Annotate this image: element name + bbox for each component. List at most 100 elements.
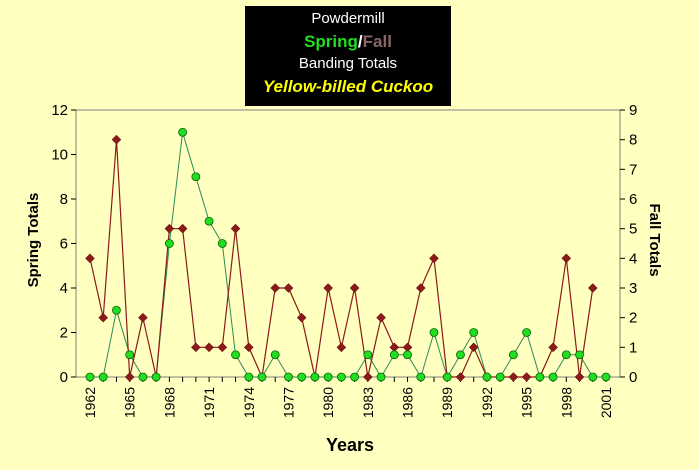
y-left-tick-label: 2 xyxy=(60,325,68,342)
spring-point xyxy=(85,372,95,382)
fall-point xyxy=(468,342,479,353)
spring-point xyxy=(508,350,518,360)
x-tick-label: 1974 xyxy=(241,387,257,418)
fall-point xyxy=(296,312,307,323)
spring-point xyxy=(535,372,545,382)
x-tick-label: 1965 xyxy=(122,387,138,418)
spring-point xyxy=(125,350,135,360)
fall-point xyxy=(217,342,228,353)
spring-point xyxy=(469,328,479,337)
y-left-tick-label: 6 xyxy=(60,236,68,253)
x-tick-label: 1986 xyxy=(400,387,416,418)
spring-point xyxy=(244,372,254,382)
spring-point xyxy=(350,372,360,382)
fall-point xyxy=(230,223,241,234)
spring-point xyxy=(191,172,201,182)
x-tick-label: 1968 xyxy=(161,387,177,418)
fall-point xyxy=(124,372,135,382)
title-seasons: Spring/Fall xyxy=(245,31,451,53)
plot-area xyxy=(75,109,621,378)
spring-point xyxy=(416,372,426,382)
spring-point xyxy=(548,372,558,382)
title-site: Powdermill xyxy=(311,10,385,27)
fall-point xyxy=(349,283,360,293)
fall-point xyxy=(270,283,281,293)
spring-point xyxy=(522,328,532,337)
spring-point xyxy=(98,372,108,382)
fall-point xyxy=(521,372,532,382)
fall-point xyxy=(164,223,175,234)
fall-point xyxy=(415,283,426,293)
spring-point xyxy=(376,372,386,382)
title-banding: Banding Totals xyxy=(298,55,398,72)
spring-point xyxy=(217,239,227,248)
fall-point xyxy=(362,372,373,382)
fall-point xyxy=(138,312,148,323)
spring-point xyxy=(588,372,598,382)
fall-point xyxy=(111,134,122,145)
y-left-tick-label: 10 xyxy=(51,147,68,164)
fall-point xyxy=(508,372,519,382)
spring-point xyxy=(403,350,412,360)
y-right-tick-label: 8 xyxy=(629,132,637,149)
fall-point xyxy=(85,253,95,264)
x-tick-label: 1983 xyxy=(360,387,376,418)
spring-point xyxy=(336,372,346,382)
spring-point xyxy=(138,372,148,382)
fall-point xyxy=(204,342,214,353)
title-species: Yellow-billed Cuckoo xyxy=(262,77,434,96)
x-tick-label: 2001 xyxy=(598,387,614,418)
fall-point xyxy=(548,342,558,353)
spring-point xyxy=(482,372,492,382)
fall-point xyxy=(283,283,294,293)
y-right-tick-label: 9 xyxy=(629,102,637,119)
fall-point xyxy=(323,283,334,293)
y-left-tick-label: 8 xyxy=(60,191,68,208)
fall-point xyxy=(587,283,598,293)
spring-point xyxy=(495,372,505,382)
y-axis-right-label: Fall Totals xyxy=(646,203,663,276)
fall-point xyxy=(98,312,109,323)
y-right-tick-label: 6 xyxy=(629,191,637,208)
spring-point xyxy=(164,239,174,248)
spring-point xyxy=(284,372,293,382)
fall-point xyxy=(336,342,347,353)
spring-point xyxy=(323,372,333,382)
x-tick-label: 1995 xyxy=(519,387,535,418)
x-tick-label: 1971 xyxy=(201,387,217,418)
y-right-tick-label: 0 xyxy=(629,369,637,386)
y-right-tick-label: 1 xyxy=(629,339,637,356)
x-tick-label: 1977 xyxy=(280,387,296,418)
fall-point xyxy=(429,253,439,264)
chart-title-box: Powdermill Spring/Fall Banding Totals Ye… xyxy=(245,6,451,106)
y-left-tick-label: 0 xyxy=(60,369,68,386)
spring-point xyxy=(389,350,399,360)
y-right-tick-label: 5 xyxy=(629,221,637,238)
fall-point xyxy=(455,372,466,382)
y-left-tick-label: 4 xyxy=(60,280,68,297)
spring-point xyxy=(561,350,571,360)
spring-point xyxy=(297,372,307,382)
spring-point xyxy=(204,216,214,226)
x-tick-label: 1989 xyxy=(439,387,455,418)
title-slash: / xyxy=(357,32,363,51)
x-axis-label: Years xyxy=(326,435,374,455)
x-tick-label: 1998 xyxy=(558,387,574,418)
spring-point xyxy=(257,372,267,382)
spring-point xyxy=(112,305,121,315)
x-tick-label: 1980 xyxy=(320,387,336,418)
y-right-tick-label: 4 xyxy=(629,250,637,267)
fall-point xyxy=(376,312,386,323)
spring-series-line xyxy=(90,132,606,379)
fall-point xyxy=(243,342,254,353)
y-right-tick-label: 2 xyxy=(629,310,637,327)
spring-point xyxy=(442,372,452,382)
y-left-tick-label: 12 xyxy=(51,102,68,119)
x-tick-label: 1962 xyxy=(82,387,98,418)
title-spring-word: Spring xyxy=(304,32,358,51)
fall-point xyxy=(561,253,572,264)
fall-point xyxy=(177,223,188,234)
y-right-tick-label: 3 xyxy=(629,280,637,297)
fall-point xyxy=(574,372,585,382)
